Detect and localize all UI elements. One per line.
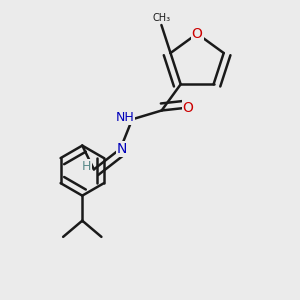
Text: O: O [192, 27, 203, 41]
Text: O: O [183, 100, 194, 115]
Text: NH: NH [116, 111, 134, 124]
Text: CH₃: CH₃ [152, 13, 170, 23]
Text: N: N [117, 142, 127, 156]
Text: H: H [82, 160, 91, 173]
